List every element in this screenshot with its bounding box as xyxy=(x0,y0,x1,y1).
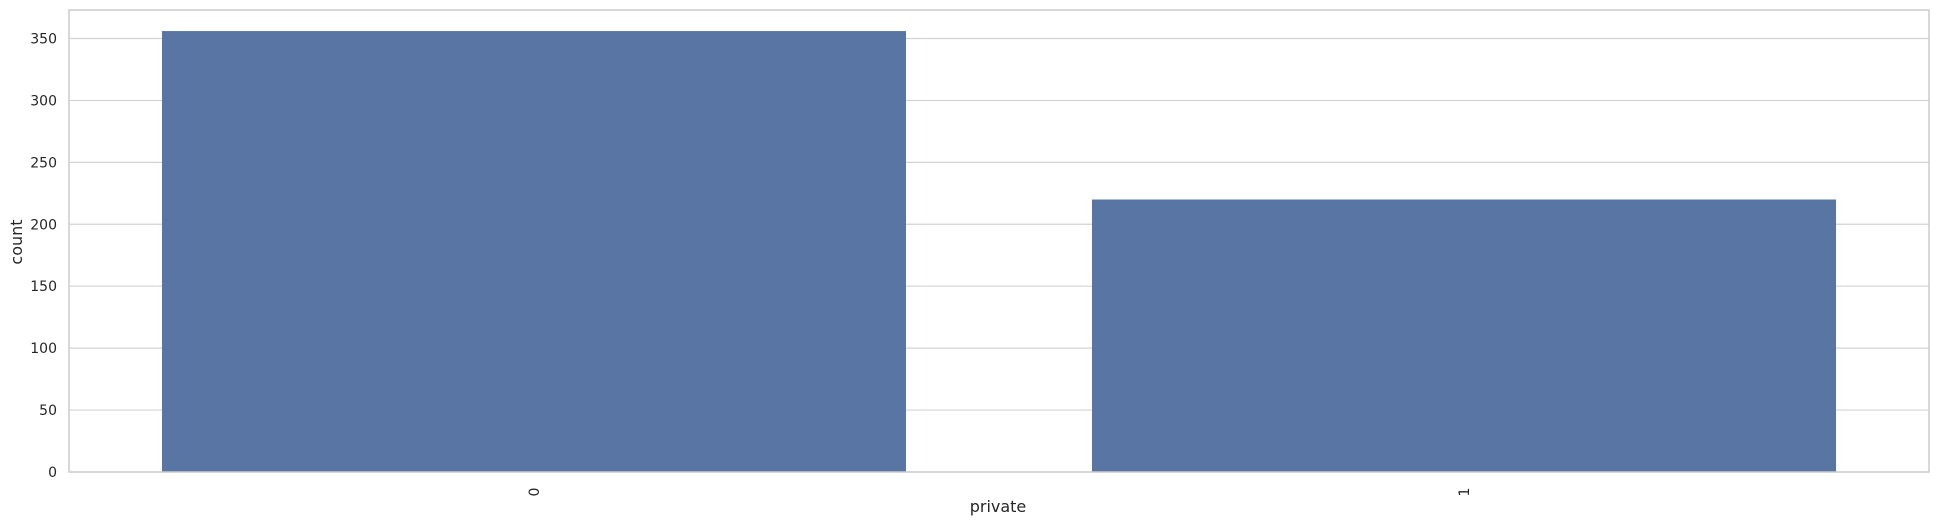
y-tick-label: 300 xyxy=(30,93,57,109)
x-axis-label: private xyxy=(970,497,1027,516)
y-tick-label: 0 xyxy=(48,465,57,481)
plot-frame xyxy=(68,9,1930,473)
y-tick-label: 350 xyxy=(30,31,57,47)
y-axis-ticks: 0 50 100 150 200 250 300 350 xyxy=(30,31,57,481)
y-tick-label: 50 xyxy=(39,403,57,419)
y-tick-label: 250 xyxy=(30,155,57,171)
bar-1 xyxy=(1092,199,1836,472)
x-tick-label-1: 1 xyxy=(1457,488,1473,497)
y-axis-label: count xyxy=(7,219,26,264)
y-tick-label: 100 xyxy=(30,341,57,357)
bar-0 xyxy=(162,31,906,472)
bars xyxy=(162,31,1836,472)
plot-border xyxy=(68,9,1930,473)
y-tick-label: 150 xyxy=(30,279,57,295)
x-tick-label-0: 0 xyxy=(527,488,543,497)
y-tick-label: 200 xyxy=(30,217,57,233)
